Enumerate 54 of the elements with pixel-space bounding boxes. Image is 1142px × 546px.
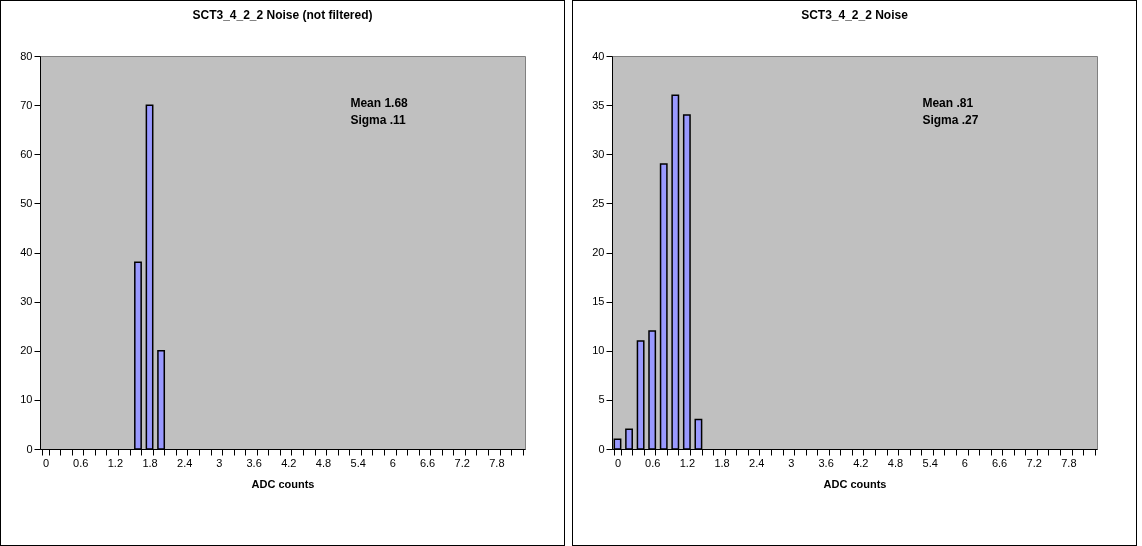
x-tick-label: 2.4: [177, 456, 193, 469]
x-axis-title: ADC counts: [251, 477, 315, 490]
x-tick-label: 7.8: [1061, 456, 1077, 469]
y-tick-label: 30: [592, 147, 605, 160]
x-tick-label: 5.4: [350, 456, 366, 469]
x-tick-label: 6.6: [991, 456, 1008, 469]
x-tick-label: 6: [961, 456, 968, 469]
x-tick-label: 5.4: [922, 456, 938, 469]
y-tick-label: 20: [592, 246, 605, 258]
y-tick-label: 0: [598, 442, 605, 455]
x-tick-label: 1.8: [714, 456, 730, 469]
y-tick-label: 40: [20, 246, 33, 258]
y-tick-label: 5: [598, 393, 605, 406]
x-tick-label: 1.2: [679, 456, 696, 469]
x-axis-title: ADC counts: [823, 477, 887, 490]
x-tick-label: 3: [788, 456, 795, 469]
x-tick-label: 4.8: [887, 456, 904, 469]
y-tick-label: 40: [592, 49, 605, 62]
y-tick-label: 35: [592, 98, 605, 111]
y-tick-label: 60: [20, 147, 33, 160]
x-tick-label: 4.2: [281, 456, 297, 469]
x-tick-label: 7.2: [1026, 456, 1042, 469]
y-tick-label: 10: [592, 344, 605, 357]
y-tick-label: 80: [20, 49, 33, 62]
x-tick-label: 2.4: [749, 456, 765, 469]
x-tick-label: 7.8: [489, 456, 505, 469]
y-tick-label: 15: [592, 295, 605, 308]
chart-title: SCT3_4_2_2 Noise: [801, 8, 909, 22]
x-tick-label: 0: [42, 456, 50, 469]
y-tick-label: 25: [592, 196, 605, 209]
x-tick-label: 4.2: [853, 456, 869, 469]
annotation: Mean 1.68: [350, 96, 409, 110]
x-tick-label: 6.6: [419, 456, 436, 469]
x-tick-label: 3.6: [818, 456, 834, 469]
annotation: Mean .81: [922, 96, 974, 110]
x-tick-label: 1.2: [107, 456, 124, 469]
x-tick-label: 0.6: [645, 456, 661, 469]
chart-title: SCT3_4_2_2 Noise (not filtered): [192, 8, 373, 22]
x-tick-label: 4.8: [315, 456, 332, 469]
y-tick-label: 20: [20, 344, 33, 357]
annotation: Sigma .27: [922, 113, 979, 127]
x-tick-label: 0.6: [73, 456, 89, 469]
y-tick-label: 0: [26, 442, 33, 455]
x-tick-label: 3: [216, 456, 223, 469]
x-tick-label: 7.2: [454, 456, 470, 469]
x-tick-label: 6: [389, 456, 396, 469]
y-tick-label: 10: [20, 393, 33, 406]
x-tick-label: 0: [614, 456, 622, 469]
x-tick-label: 1.8: [142, 456, 158, 469]
annotation: Sigma .11: [350, 113, 407, 127]
y-tick-label: 30: [20, 295, 33, 308]
x-tick-label: 3.6: [246, 456, 262, 469]
y-tick-label: 70: [20, 98, 33, 111]
y-tick-label: 50: [20, 196, 33, 209]
